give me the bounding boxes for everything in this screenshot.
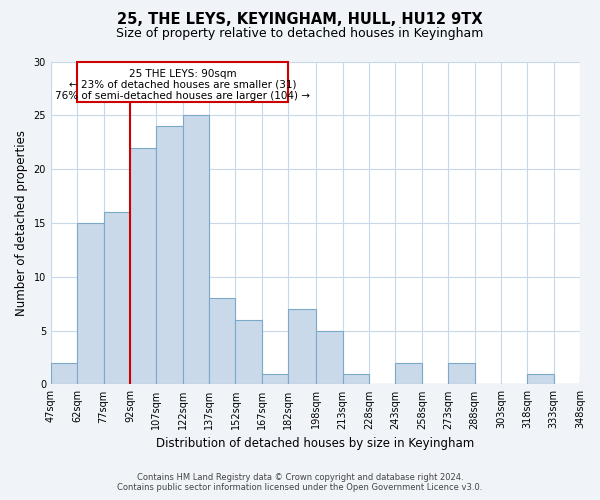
Text: Contains HM Land Registry data © Crown copyright and database right 2024.
Contai: Contains HM Land Registry data © Crown c… (118, 473, 482, 492)
Bar (157, 126, 183, 384)
Bar (580, 374, 600, 384)
Text: 25, THE LEYS, KEYINGHAM, HULL, HU12 9TX: 25, THE LEYS, KEYINGHAM, HULL, HU12 9TX (117, 12, 483, 28)
Bar (209, 298, 235, 384)
Bar (77, 223, 104, 384)
Text: ← 23% of detached houses are smaller (31): ← 23% of detached houses are smaller (31… (69, 80, 296, 90)
Y-axis label: Number of detached properties: Number of detached properties (15, 130, 28, 316)
Bar (130, 148, 157, 384)
Bar (288, 309, 316, 384)
Bar (316, 330, 343, 384)
Bar (448, 363, 475, 384)
Bar (51, 363, 77, 384)
Text: Size of property relative to detached houses in Keyingham: Size of property relative to detached ho… (116, 28, 484, 40)
Bar (343, 374, 369, 384)
Bar (183, 116, 209, 384)
Bar (104, 212, 130, 384)
Bar (235, 320, 262, 384)
Text: 76% of semi-detached houses are larger (104) →: 76% of semi-detached houses are larger (… (55, 90, 310, 101)
Bar (395, 363, 422, 384)
X-axis label: Distribution of detached houses by size in Keyingham: Distribution of detached houses by size … (157, 437, 475, 450)
FancyBboxPatch shape (77, 62, 288, 102)
Bar (527, 374, 554, 384)
Text: 25 THE LEYS: 90sqm: 25 THE LEYS: 90sqm (129, 69, 236, 79)
Bar (262, 374, 288, 384)
